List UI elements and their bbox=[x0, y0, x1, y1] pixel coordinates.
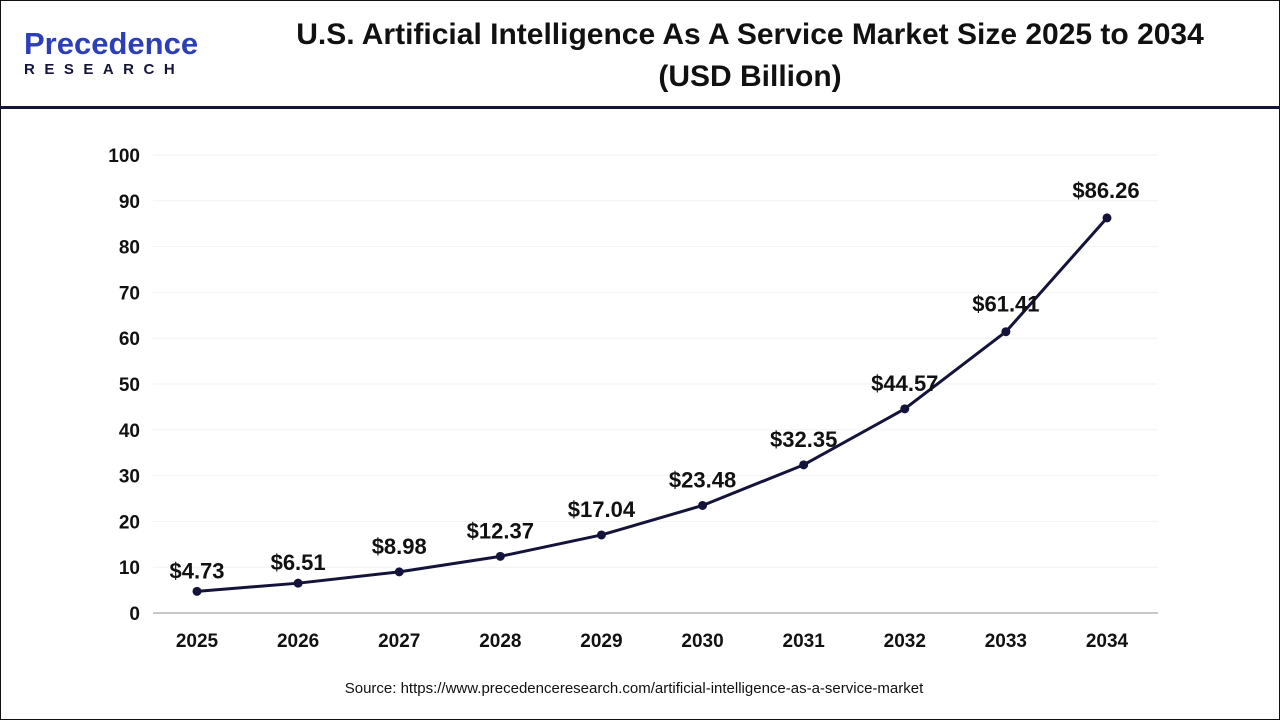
x-tick-label: 2034 bbox=[1086, 631, 1129, 652]
logo-line2: RESEARCH bbox=[24, 61, 185, 78]
x-tick-label: 2029 bbox=[580, 631, 622, 652]
y-tick-label: 70 bbox=[119, 283, 140, 304]
y-tick-label: 90 bbox=[119, 192, 140, 213]
data-label: $4.73 bbox=[169, 558, 224, 583]
data-label: $23.48 bbox=[669, 467, 736, 492]
x-tick-label: 2030 bbox=[681, 631, 723, 652]
data-point bbox=[1102, 213, 1112, 223]
data-label: $44.57 bbox=[871, 371, 938, 396]
x-tick-label: 2025 bbox=[176, 631, 219, 652]
x-tick-label: 2026 bbox=[277, 631, 319, 652]
y-tick-label: 30 bbox=[119, 467, 140, 488]
source-note: Source: https://www.precedenceresearch.c… bbox=[344, 680, 924, 697]
data-label: $8.98 bbox=[372, 534, 427, 559]
x-tick-label: 2028 bbox=[479, 631, 521, 652]
y-tick-label: 10 bbox=[119, 558, 140, 579]
data-label: $17.04 bbox=[568, 497, 636, 522]
data-label: $86.26 bbox=[1072, 178, 1139, 203]
data-point bbox=[1001, 327, 1011, 337]
data-label: $61.41 bbox=[972, 292, 1039, 317]
x-tick-label: 2032 bbox=[884, 631, 926, 652]
y-tick-label: 20 bbox=[119, 512, 140, 533]
precedence-research-logo: Precedence RESEARCH bbox=[24, 26, 199, 79]
x-tick-label: 2033 bbox=[985, 631, 1027, 652]
chart-title: U.S. Artificial Intelligence As A Servic… bbox=[296, 18, 1204, 93]
y-tick-label: 80 bbox=[119, 238, 140, 259]
series-line bbox=[196, 216, 1109, 593]
y-tick-label: 100 bbox=[108, 146, 140, 167]
data-label: $12.37 bbox=[467, 518, 534, 543]
y-tick-label: 0 bbox=[129, 604, 140, 625]
data-point bbox=[799, 460, 809, 470]
data-point bbox=[394, 567, 404, 577]
data-point bbox=[192, 586, 202, 596]
data-point bbox=[698, 500, 708, 510]
data-point bbox=[900, 404, 910, 414]
x-tick-label: 2027 bbox=[378, 631, 420, 652]
y-tick-label: 40 bbox=[119, 421, 140, 442]
header: Precedence RESEARCH U.S. Artificial Inte… bbox=[0, 0, 1280, 109]
data-point bbox=[293, 578, 303, 588]
x-tick-label: 2031 bbox=[783, 631, 826, 652]
data-point bbox=[596, 530, 606, 540]
y-tick-label: 50 bbox=[119, 375, 140, 396]
data-label: $32.35 bbox=[770, 427, 837, 452]
y-tick-label: 60 bbox=[119, 329, 140, 350]
logo-line1: Precedence bbox=[24, 26, 199, 61]
data-point bbox=[495, 551, 505, 561]
data-label: $6.51 bbox=[271, 550, 326, 575]
